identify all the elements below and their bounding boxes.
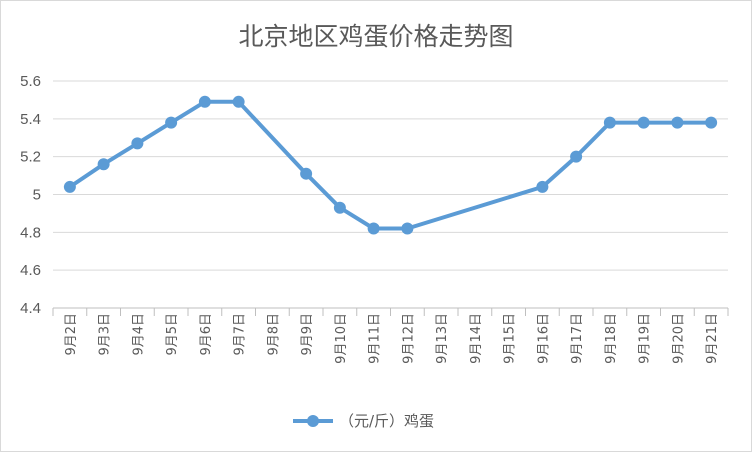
y-tick-label: 5.2 [20, 149, 41, 166]
data-point [232, 95, 245, 108]
gridlines [53, 80, 728, 309]
x-tick-label: 9月12日 [401, 313, 416, 364]
data-point [198, 95, 211, 108]
y-tick-label: 5.6 [20, 73, 41, 90]
x-tick-label: 9月7日 [233, 313, 248, 356]
y-tick-label: 5 [33, 187, 41, 204]
data-point [603, 116, 616, 129]
legend: （元/斤）鸡蛋 [293, 412, 434, 430]
y-tick-label: 5.4 [20, 111, 41, 128]
data-point [300, 167, 313, 180]
x-tick-label: 9月2日 [64, 313, 79, 356]
data-point [367, 222, 380, 235]
data-point [63, 180, 76, 193]
y-axis-ticks: 4.4 4.6 4.8 5 5.2 5.4 5.6 [20, 73, 41, 317]
series-line-layer [67, 99, 714, 231]
data-point [536, 180, 549, 193]
x-tick-label: 9月13日 [435, 313, 450, 364]
x-tick-label: 9月10日 [334, 313, 349, 364]
x-axis-ticks: 9月2日 9月3日 9月4日 9月5日 9月6日 9月7日 9月8日 9月9日 9月10日 9月1… [64, 313, 720, 364]
x-axis [52, 307, 729, 316]
y-tick-label: 4.8 [20, 224, 41, 241]
x-tick-label: 9月17日 [570, 313, 585, 364]
y-tick-label: 4.4 [20, 300, 41, 317]
x-tick-label: 9月9日 [300, 313, 315, 356]
x-tick-label: 9月14日 [469, 313, 484, 364]
data-point [401, 222, 414, 235]
x-tick-label: 9月5日 [165, 313, 180, 356]
legend-label: （元/斤）鸡蛋 [339, 412, 434, 430]
legend-marker-swatch [307, 415, 319, 427]
data-point [333, 201, 346, 214]
x-tick-label: 9月11日 [368, 313, 383, 364]
x-tick-label: 9月8日 [266, 313, 281, 356]
x-tick-label: 9月3日 [98, 313, 113, 356]
x-tick-label: 9月16日 [536, 313, 551, 364]
data-point [131, 137, 144, 150]
data-point [671, 116, 684, 129]
series-line [67, 99, 714, 231]
data-point [570, 150, 583, 163]
x-tick-label: 9月20日 [671, 313, 686, 364]
x-tick-label: 9月6日 [199, 313, 214, 356]
data-point [705, 116, 718, 129]
y-tick-label: 4.6 [20, 262, 41, 279]
x-tick-label: 9月15日 [503, 313, 518, 364]
x-tick-label: 9月18日 [604, 313, 619, 364]
series-points-layer [63, 95, 718, 235]
x-tick-label: 9月19日 [638, 313, 653, 364]
data-point [165, 116, 178, 129]
data-point [97, 158, 110, 171]
x-tick-label: 9月4日 [131, 313, 146, 356]
x-tick-label: 9月21日 [705, 313, 720, 364]
data-point [637, 116, 650, 129]
chart-title: 北京地区鸡蛋价格走势图 [238, 22, 513, 51]
